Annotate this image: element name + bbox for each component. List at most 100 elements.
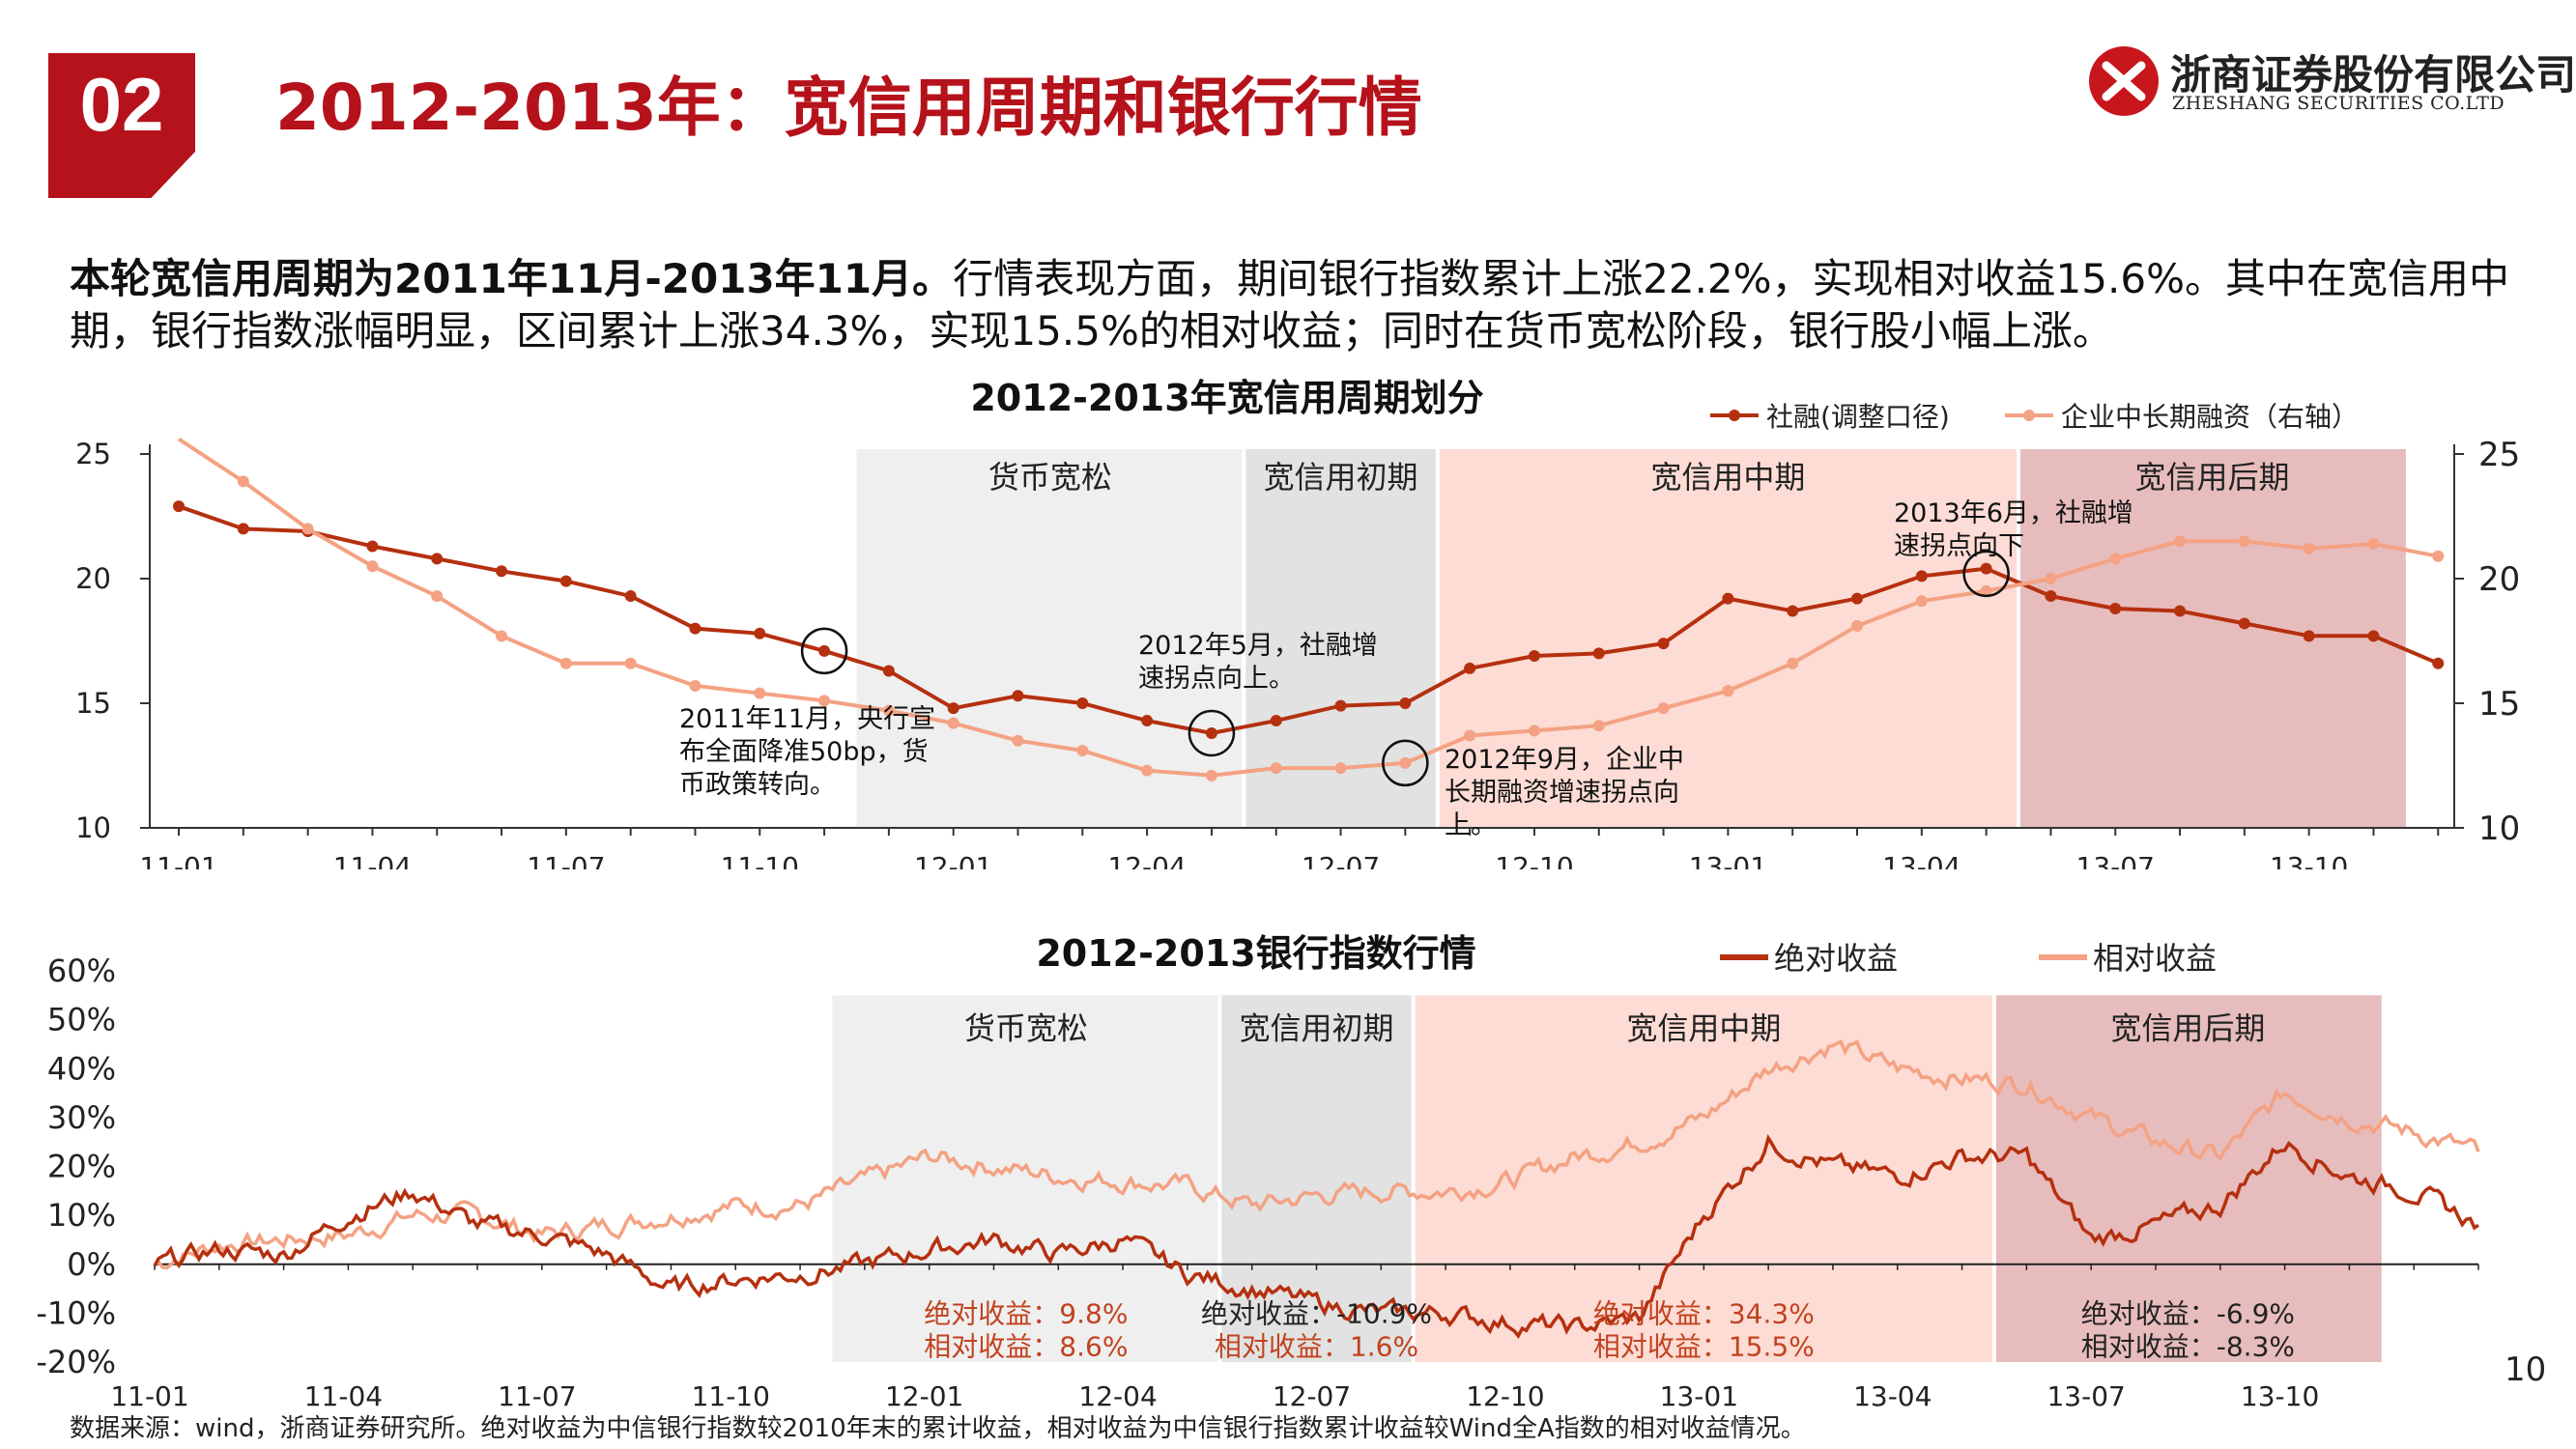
data-point-s1 <box>2303 630 2315 642</box>
data-point-s1 <box>1141 715 1154 727</box>
data-point-s1 <box>1787 605 1799 617</box>
phase-absolute-return-3: 绝对收益：34.3% <box>1593 1297 1815 1329</box>
annotation-text-2: 2012年5月，社融增 <box>1138 631 1378 661</box>
data-point-s2 <box>1722 685 1734 697</box>
phase-absolute-return-4: 绝对收益：-6.9% <box>2081 1297 2295 1329</box>
y-tick-label: 60% <box>47 952 116 989</box>
absolute-return-line <box>153 1133 2479 1340</box>
data-point-s2 <box>2109 553 2122 565</box>
zheshang-logo-icon <box>2089 46 2159 116</box>
data-point-s1 <box>2432 657 2445 669</box>
data-point-s1 <box>496 565 508 578</box>
chart2-title: 2012-2013银行指数行情 <box>1036 932 1475 975</box>
data-point-s2 <box>2174 535 2187 548</box>
phase-band-2 <box>1219 995 1414 1362</box>
data-point-s1 <box>947 702 959 715</box>
section-number-badge: 02 <box>48 53 195 198</box>
phase-label-3: 宽信用中期 <box>1650 459 1805 496</box>
data-point-s2 <box>689 679 701 692</box>
annotation-text-4: 速拐点向下 <box>1894 531 2024 561</box>
data-point-s2 <box>1334 762 1347 775</box>
phase-relative-return-2: 相对收益：1.6% <box>1215 1330 1418 1362</box>
data-point-s2 <box>1592 720 1605 732</box>
data-point-s1 <box>1722 592 1734 605</box>
y-tick-label: 30% <box>47 1099 116 1136</box>
data-point-s1 <box>2174 605 2187 617</box>
data-point-s2 <box>301 523 314 535</box>
data-point-s1 <box>2109 602 2122 614</box>
data-point-s1 <box>624 590 637 603</box>
data-point-s1 <box>431 553 444 565</box>
annotation-circle-4 <box>1962 550 2010 598</box>
y-tick-label: 20% <box>47 1149 116 1185</box>
data-point-s2 <box>237 475 249 488</box>
data-source-note: 数据来源：wind，浙商证券研究所。绝对收益为中信银行指数较2010年末的累计收… <box>70 1414 1806 1443</box>
data-point-s2 <box>624 657 637 669</box>
x-tick-label: 12-04 <box>1078 1380 1157 1412</box>
data-point-s2 <box>947 717 959 729</box>
data-point-s2 <box>1141 764 1154 777</box>
data-point-s2 <box>2045 573 2057 584</box>
relative-return-line <box>154 1039 2480 1270</box>
data-point-s1 <box>754 627 766 639</box>
phase-band-1 <box>856 449 1245 828</box>
phase-relative-return-3: 相对收益：15.5% <box>1593 1330 1815 1362</box>
annotation-circle-2 <box>1188 709 1236 757</box>
phase-band-3 <box>1437 449 2019 828</box>
x-tick-label: 11-01 <box>110 1380 188 1412</box>
phase-band-4 <box>1993 995 2382 1362</box>
data-point-s2 <box>2367 537 2380 550</box>
legend-marker-2 <box>2023 410 2035 421</box>
annotation-circle-1 <box>800 627 848 675</box>
y-tick-label-right: 10 <box>2478 810 2520 848</box>
phase-label-1: 货币宽松 <box>964 1009 1088 1046</box>
x-tick-label: 11-07 <box>527 851 605 869</box>
phase-label-3: 宽信用中期 <box>1626 1009 1781 1046</box>
x-tick-label: 11-01 <box>139 851 217 869</box>
logo-english-name: ZHESHANG SECURITIES CO.LTD <box>2172 93 2505 114</box>
data-point-s1 <box>1528 649 1540 662</box>
chart1-title: 2012-2013年宽信用周期划分 <box>970 377 1483 419</box>
data-point-s2 <box>754 687 766 699</box>
data-point-s2 <box>1528 724 1540 737</box>
data-point-s2 <box>559 657 572 669</box>
series-line-1 <box>178 504 2440 736</box>
company-logo: 浙商证券股份有限公司 ZHESHANG SECURITIES CO.LTD <box>2085 43 2576 120</box>
credit-cycle-chart: 货币宽松 宽信用初期 宽信用中期 宽信用后期 2012-2013年宽信用周期划分 社融(调… <box>75 377 2520 869</box>
data-point-s1 <box>1012 690 1024 702</box>
annotation-text-2: 速拐点向上。 <box>1138 664 1295 694</box>
y-tick-label: -10% <box>36 1294 116 1331</box>
y-tick-label: 40% <box>47 1050 116 1087</box>
y-tick-label: 10% <box>47 1197 116 1234</box>
data-point-s2 <box>431 590 444 603</box>
phase-label-2: 宽信用初期 <box>1239 1009 1393 1046</box>
x-tick-label: 11-07 <box>498 1380 576 1412</box>
data-point-s1 <box>1980 562 1992 575</box>
y-tick-label-left: 25 <box>75 438 111 470</box>
x-tick-label: 12-01 <box>914 851 992 869</box>
series-line-2 <box>177 437 2439 778</box>
phase-relative-return-4: 相对收益：-8.3% <box>2081 1330 2295 1362</box>
data-point-s1 <box>1270 715 1282 727</box>
data-point-s1 <box>1464 662 1476 674</box>
x-tick-label: 12-04 <box>1107 851 1186 869</box>
data-point-s1 <box>2238 617 2250 630</box>
data-point-s1 <box>1076 697 1089 709</box>
phase-label-1: 货币宽松 <box>988 459 1112 496</box>
y-tick-label: -20% <box>36 1344 116 1380</box>
data-point-s1 <box>1851 592 1864 605</box>
x-tick-label: 13-10 <box>2241 1380 2319 1412</box>
data-point-s2 <box>1399 756 1412 769</box>
page-number: 10 <box>2504 1350 2547 1389</box>
legend-label-2: 相对收益 <box>2093 940 2217 977</box>
data-point-s2 <box>818 695 831 707</box>
x-tick-label: 12-10 <box>1495 851 1573 869</box>
logo-chinese-name: 浙商证券股份有限公司 <box>2170 51 2576 99</box>
data-point-s2 <box>1076 745 1089 757</box>
x-tick-label: 12-01 <box>885 1380 963 1412</box>
phase-absolute-return-2: 绝对收益：-10.9% <box>1201 1297 1432 1329</box>
data-point-s1 <box>1592 647 1605 660</box>
x-tick-label: 11-10 <box>692 1380 770 1412</box>
annotation-text-3: 上。 <box>1445 810 1497 840</box>
data-point-s2 <box>1270 762 1282 775</box>
